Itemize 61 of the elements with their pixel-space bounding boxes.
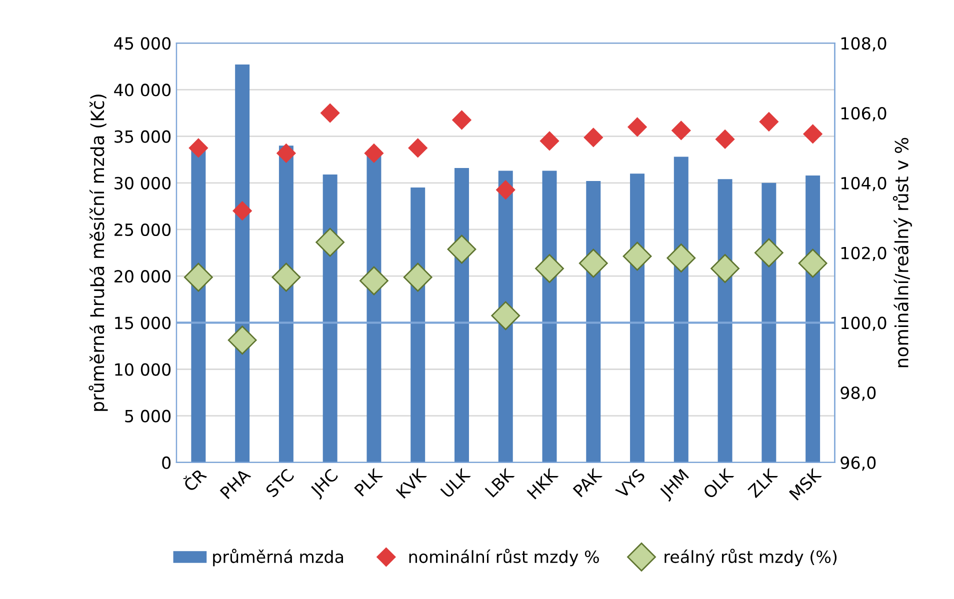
bar xyxy=(235,64,250,462)
point xyxy=(798,248,828,278)
y2-tick-label: 98,0 xyxy=(840,386,876,401)
legend-label: průměrná mzda xyxy=(213,548,343,566)
point xyxy=(188,138,208,158)
y-tick-label: 0 xyxy=(162,456,171,469)
y-axis-title: průměrná hrubá měsíční mzda (Kč) xyxy=(88,94,108,411)
point xyxy=(628,117,647,137)
point xyxy=(447,234,476,264)
y2-axis-title: nominální/reálný růst v % xyxy=(892,138,912,368)
point xyxy=(228,326,257,355)
bar xyxy=(762,182,776,462)
bar xyxy=(718,179,732,462)
y-tick-label: 45 000 xyxy=(114,37,171,50)
point xyxy=(403,262,432,292)
bar xyxy=(454,168,469,462)
y-tick-label: 25 000 xyxy=(114,223,171,236)
y-tick-label: 30 000 xyxy=(114,176,171,190)
y2-tick-label: 108,0 xyxy=(841,37,886,52)
point xyxy=(803,124,822,144)
point xyxy=(540,131,560,150)
point xyxy=(408,138,428,158)
bar xyxy=(674,156,688,462)
y-tick-label: 10 000 xyxy=(115,363,171,376)
point xyxy=(622,242,652,271)
legend-label: nominální růst mzdy % xyxy=(409,548,599,566)
point xyxy=(496,180,516,200)
y-tick-label: 20 000 xyxy=(114,270,171,283)
point xyxy=(316,228,345,257)
point xyxy=(578,248,608,278)
y2-tick-label: 96,0 xyxy=(840,456,876,471)
y2-tick-label: 104,0 xyxy=(841,176,886,192)
point xyxy=(276,144,296,163)
point xyxy=(672,120,691,140)
point xyxy=(716,130,735,149)
y-tick-label: 15 000 xyxy=(115,316,171,330)
y2-tick-label: 102,0 xyxy=(841,246,886,262)
y-tick-label: 35 000 xyxy=(114,130,171,143)
x-tick-label: ČR xyxy=(180,466,208,492)
x-tick-label: PHA xyxy=(220,468,252,500)
point xyxy=(759,112,778,132)
y2-tick-label: 100,0 xyxy=(841,316,886,331)
y2-tick-label: 106,0 xyxy=(841,106,886,122)
point xyxy=(232,201,252,220)
point xyxy=(710,254,740,283)
point xyxy=(272,262,301,292)
bar xyxy=(586,181,601,462)
point xyxy=(452,110,472,130)
point xyxy=(666,244,696,272)
y-tick-label: 5 000 xyxy=(125,410,171,422)
point xyxy=(320,103,340,123)
point xyxy=(754,238,784,268)
legend-label: reálný růst mzdy (%) xyxy=(664,548,837,566)
point xyxy=(184,262,213,292)
point xyxy=(584,128,603,148)
point xyxy=(535,254,564,283)
x-tick-label: VYS xyxy=(614,468,646,500)
point xyxy=(491,301,520,330)
point xyxy=(360,266,388,296)
y-tick-label: 40 000 xyxy=(114,84,171,96)
point xyxy=(364,144,384,163)
